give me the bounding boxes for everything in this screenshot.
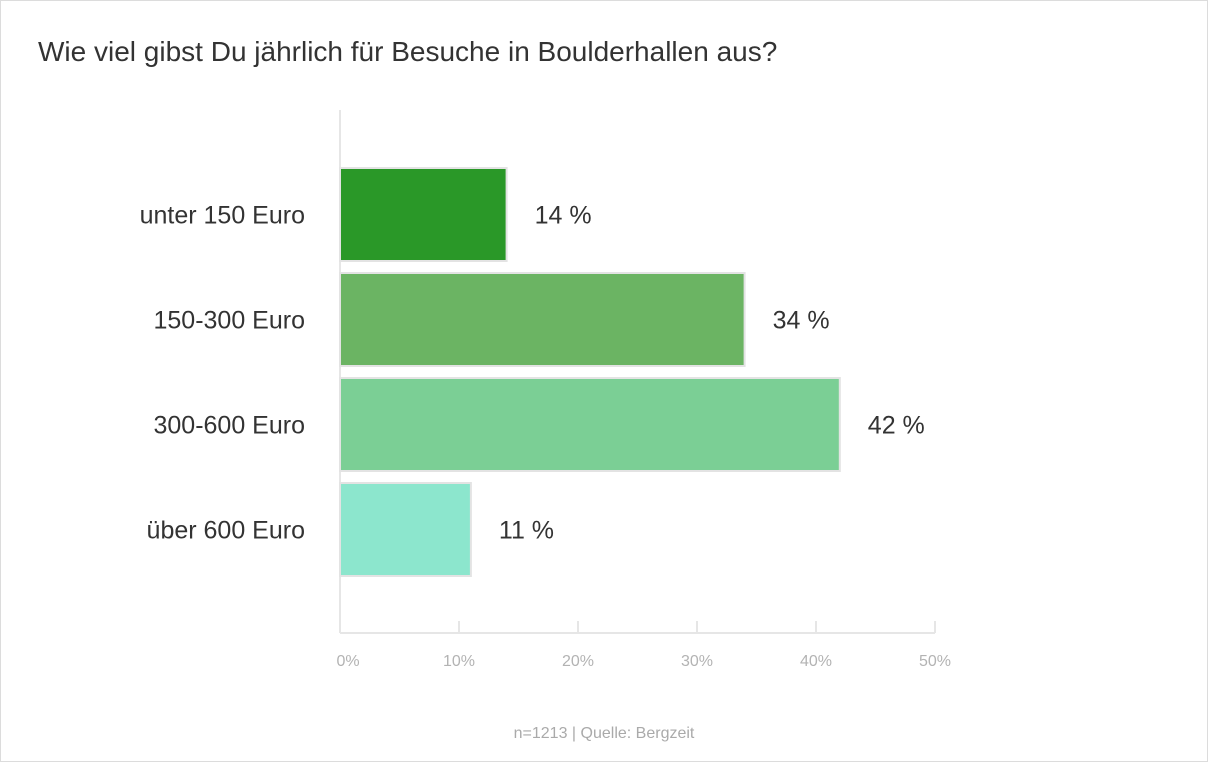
bar xyxy=(339,272,746,367)
bar xyxy=(339,377,841,472)
category-label: 150-300 Euro xyxy=(153,307,305,335)
category-label: unter 150 Euro xyxy=(140,202,305,230)
x-tick-label: 50% xyxy=(919,653,951,670)
x-tick-label: 0% xyxy=(336,653,359,670)
x-tick-label: 40% xyxy=(800,653,832,670)
data-label: 11 % xyxy=(499,517,554,545)
x-tick-label: 10% xyxy=(443,653,475,670)
category-label: über 600 Euro xyxy=(147,517,305,545)
chart-source: n=1213 | Quelle: Bergzeit xyxy=(513,725,695,742)
data-label: 34 % xyxy=(773,307,830,335)
chart-title: Wie viel gibst Du jährlich für Besuche i… xyxy=(38,36,778,67)
x-tick-label: 20% xyxy=(562,653,594,670)
data-label: 14 % xyxy=(535,202,592,230)
bar xyxy=(339,167,508,262)
data-label: 42 % xyxy=(868,412,925,440)
x-tick-label: 30% xyxy=(681,653,713,670)
bar xyxy=(339,482,472,577)
category-label: 300-600 Euro xyxy=(153,412,305,440)
